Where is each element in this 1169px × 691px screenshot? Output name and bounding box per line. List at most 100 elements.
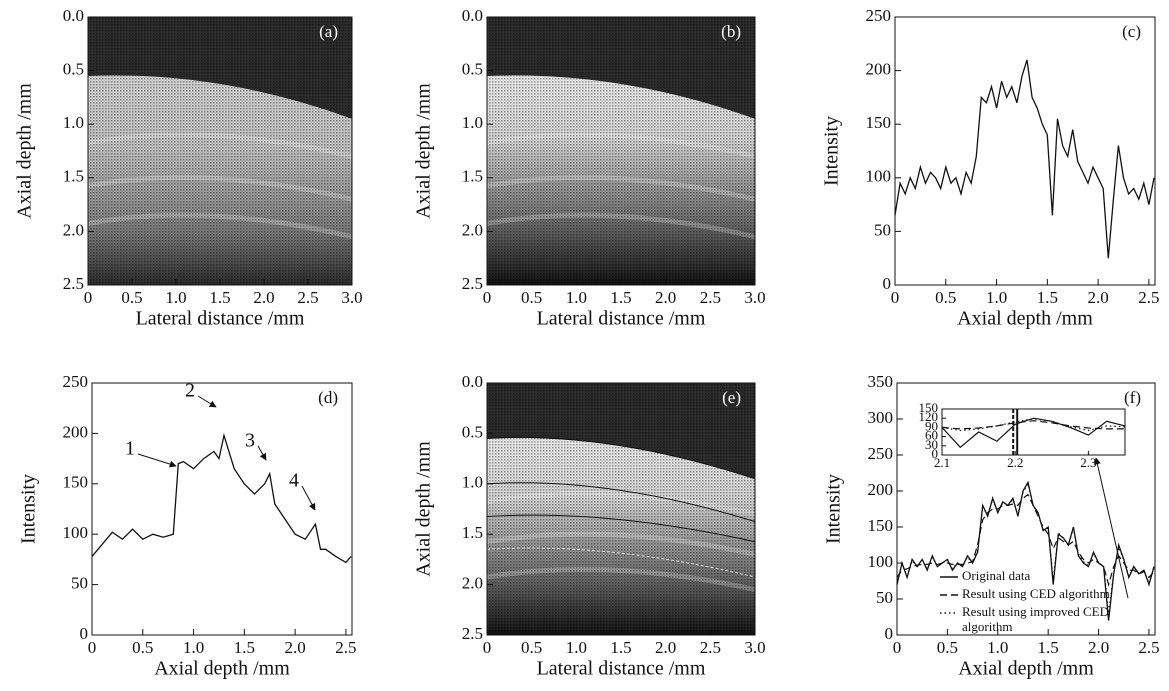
y-tick-label: 2.0 [462, 220, 483, 239]
y-axis-label: Intensity [18, 474, 40, 544]
y-tick-label: 0.5 [63, 60, 84, 79]
y-axis-label: Intensity [823, 474, 845, 544]
data-line [896, 493, 1155, 587]
y-tick-label: 350 [868, 372, 894, 391]
y-axis-label: Axial depth /mm [14, 83, 36, 219]
data-line [894, 59, 1155, 259]
x-axis-label: Lateral distance /mm [537, 658, 706, 680]
x-tick-label: 3.0 [744, 638, 765, 657]
inset-line [941, 417, 1126, 449]
y-tick-label: 250 [866, 6, 892, 25]
plot-frame [941, 408, 1126, 456]
x-tick-label: 1.5 [1037, 288, 1058, 307]
y-tick-label: 0.0 [462, 372, 483, 391]
data-line [896, 482, 1155, 614]
x-tick-label: 0 [483, 288, 492, 307]
legend-label: Result using improved CED algorithm [962, 604, 1109, 634]
x-tick-label: 1.5 [234, 638, 255, 657]
x-tick-label: 0 [893, 638, 902, 657]
annotation: 3 [245, 430, 255, 452]
y-tick-label: 200 [866, 60, 892, 79]
x-axis-label: Axial depth /mm [958, 658, 1094, 680]
y-tick-label: 2.5 [63, 274, 84, 293]
x-tick-label: 2.1 [934, 455, 950, 470]
panel-label: (f) [1124, 388, 1141, 407]
y-tick-label: 1.0 [462, 473, 483, 492]
x-tick-label: 2.0 [1088, 638, 1109, 657]
y-tick-label: 100 [63, 523, 89, 542]
annotation-arrow [197, 395, 217, 408]
x-tick-label: 0.5 [935, 288, 956, 307]
x-tick-label: 2.0 [655, 288, 676, 307]
x-axis-label: Lateral distance /mm [136, 308, 305, 330]
y-tick-label: 150 [63, 473, 89, 492]
x-tick-label: 0 [88, 638, 97, 657]
y-tick-label: 150 [919, 400, 939, 415]
image-texture [487, 383, 755, 635]
y-tick-label: 250 [868, 444, 894, 463]
x-tick-label: 2.0 [285, 638, 306, 657]
legend-label: Result using CED algorithm [962, 586, 1110, 601]
x-tick-label: 0 [891, 288, 900, 307]
x-tick-label: 2.2 [1007, 455, 1023, 470]
x-tick-label: 1.5 [610, 288, 631, 307]
x-tick-label: 1.0 [566, 638, 587, 657]
y-tick-label: 50 [71, 574, 88, 593]
y-tick-label: 1.5 [63, 167, 84, 186]
plot-frame [87, 16, 353, 286]
x-tick-label: 1.0 [165, 288, 186, 307]
y-tick-label: 1.5 [462, 523, 483, 542]
x-tick-label: 0 [483, 638, 492, 657]
contour-line [486, 436, 756, 480]
y-tick-label: 0.5 [462, 422, 483, 441]
y-tick-label: 50 [874, 220, 891, 239]
x-tick-label: 2.0 [1088, 288, 1109, 307]
panel-label: (d) [318, 388, 338, 407]
y-tick-label: 250 [63, 372, 89, 391]
y-tick-label: 150 [868, 516, 894, 535]
contour-line [486, 482, 756, 523]
annotation: 2 [185, 380, 195, 402]
y-tick-label: 2.5 [462, 274, 483, 293]
x-tick-label: 2.0 [655, 638, 676, 657]
y-tick-label: 200 [63, 422, 89, 441]
y-tick-label: 90 [925, 418, 938, 433]
x-tick-label: 2.5 [297, 288, 318, 307]
annotation-arrow [137, 453, 177, 468]
panel-label: (b) [721, 22, 741, 41]
x-tick-label: 0.5 [521, 288, 542, 307]
y-tick-label: 100 [868, 552, 894, 571]
legend-label-line: Result using improved CED [962, 604, 1109, 619]
x-tick-label: 3.0 [341, 288, 362, 307]
x-tick-label: 3.0 [744, 288, 765, 307]
data-line [91, 432, 352, 564]
legend-label: Original data [962, 568, 1030, 583]
legend-label-line: algorithm [962, 619, 1013, 634]
x-axis-label: Axial depth /mm [957, 308, 1093, 330]
x-tick-label: 0.5 [121, 288, 142, 307]
y-tick-label: 2.0 [462, 574, 483, 593]
y-tick-label: 150 [866, 113, 892, 132]
x-tick-label: 0.5 [132, 638, 153, 657]
x-tick-label: 1.0 [986, 288, 1007, 307]
y-axis-label: Axial depth /mm [413, 441, 435, 577]
y-tick-label: 1.0 [462, 113, 483, 132]
image-texture [487, 17, 755, 285]
plot-frame [486, 382, 756, 636]
x-axis-label: Lateral distance /mm [537, 308, 706, 330]
x-tick-label: 2.5 [1138, 288, 1159, 307]
x-tick-label: 1.5 [1038, 638, 1059, 657]
annotation: 4 [289, 470, 299, 492]
contour-line [486, 514, 756, 543]
y-tick-label: 0 [883, 274, 892, 293]
plot-frame [486, 16, 756, 286]
y-tick-label: 0.0 [63, 6, 84, 25]
x-tick-label: 2.5 [335, 638, 356, 657]
x-tick-label: 2.5 [1138, 638, 1159, 657]
x-tick-label: 2.3 [1080, 455, 1096, 470]
x-tick-label: 0.5 [521, 638, 542, 657]
annotation-arrow [257, 445, 267, 461]
x-tick-label: 1.5 [209, 288, 230, 307]
panel-label: (a) [319, 22, 338, 41]
